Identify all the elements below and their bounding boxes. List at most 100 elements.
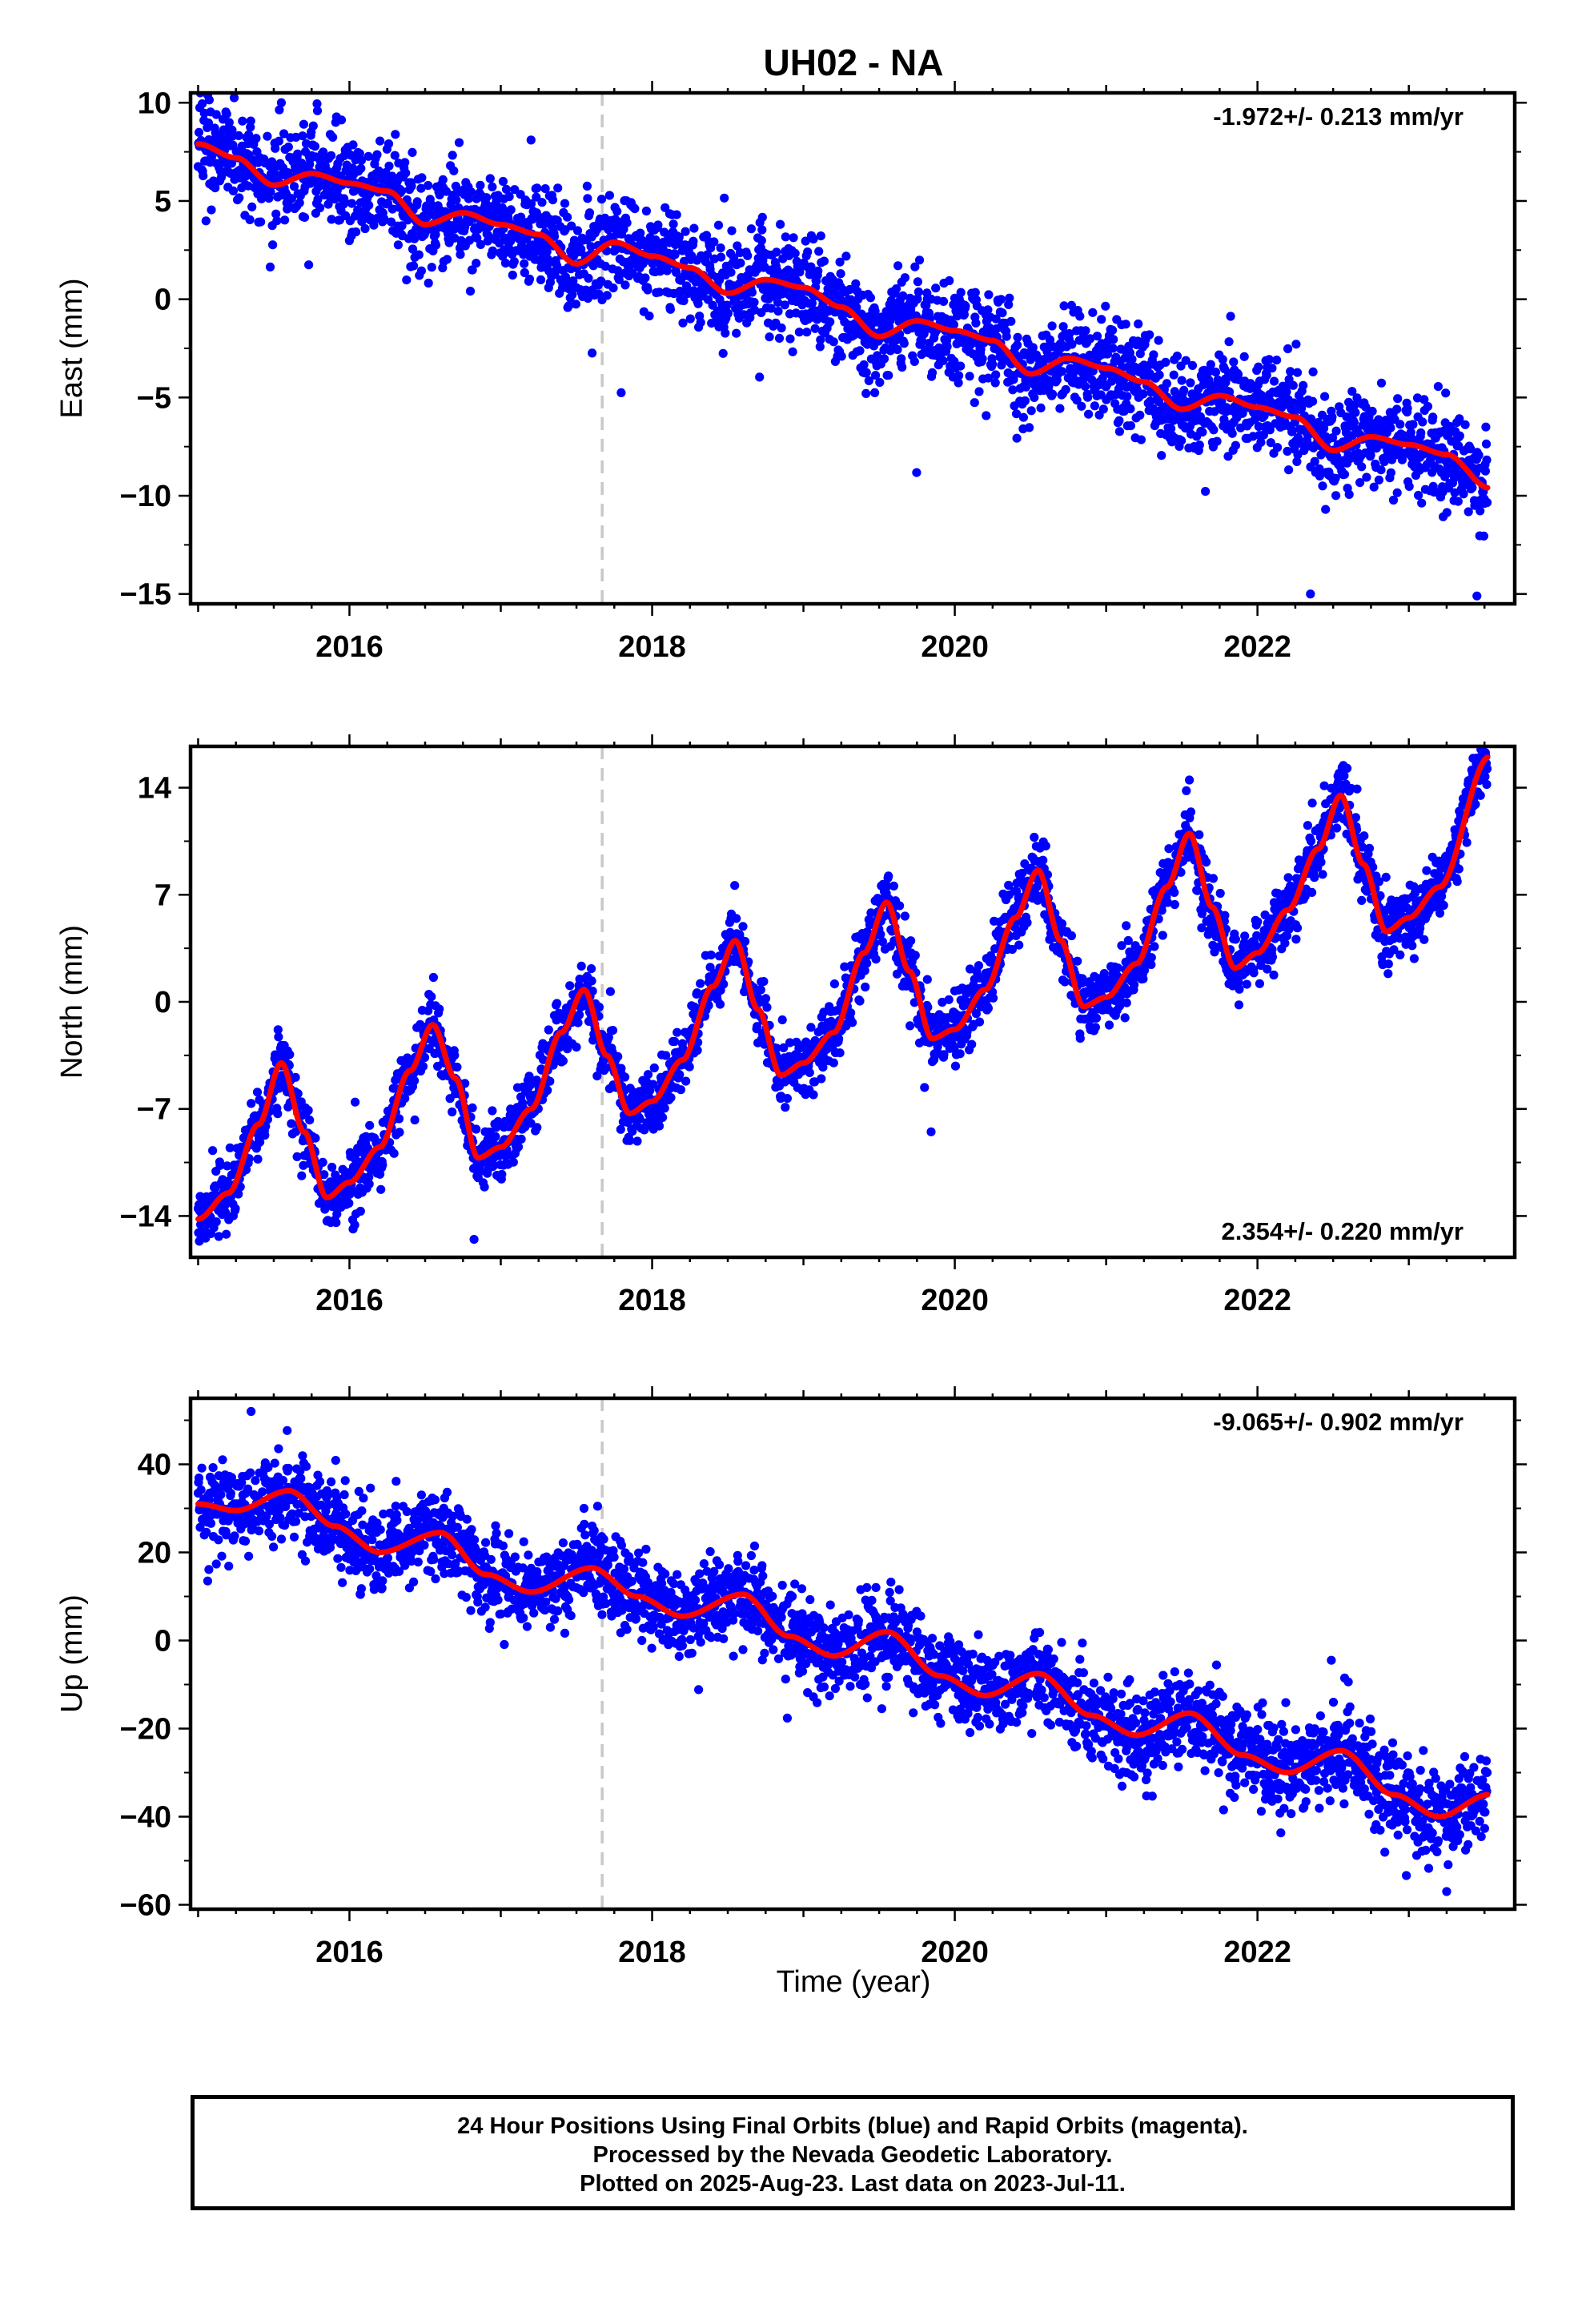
data-point [340, 197, 350, 207]
data-point [351, 1097, 360, 1107]
data-point [685, 314, 695, 324]
data-point [942, 342, 952, 352]
data-point [235, 1182, 245, 1192]
data-point [1030, 392, 1039, 402]
data-point [526, 199, 536, 209]
y-tick-label: 10 [138, 86, 171, 120]
data-point [438, 175, 448, 184]
data-point [375, 136, 385, 146]
data-point [622, 218, 632, 227]
data-point [1073, 956, 1082, 966]
data-point [504, 191, 514, 202]
data-point [427, 992, 436, 1002]
data-point [256, 217, 266, 227]
data-point [222, 1229, 231, 1239]
data-point [223, 1161, 232, 1171]
data-point [636, 228, 645, 238]
data-point [558, 1056, 568, 1066]
data-point [285, 1050, 295, 1059]
data-point [576, 244, 586, 254]
data-point [1472, 591, 1482, 601]
data-point [1441, 388, 1451, 398]
data-point [596, 195, 607, 204]
data-point [696, 979, 705, 988]
data-point [275, 105, 284, 115]
data-point [532, 183, 542, 193]
data-point [1266, 438, 1275, 448]
data-point [1352, 393, 1362, 403]
data-point [1355, 478, 1365, 488]
data-point [950, 356, 959, 366]
data-point [1482, 497, 1492, 508]
data-point [727, 226, 737, 235]
data-point [1481, 439, 1492, 449]
data-point [747, 287, 757, 297]
data-point [1392, 404, 1402, 414]
data-point [231, 1204, 240, 1213]
data-point [819, 256, 829, 266]
data-point [211, 183, 220, 193]
east-plot-area [193, 57, 1492, 604]
data-point [895, 901, 905, 911]
data-point [1036, 403, 1046, 412]
data-point [1075, 312, 1085, 321]
data-point [197, 57, 206, 66]
data-point [431, 230, 440, 239]
data-point [685, 1062, 694, 1072]
data-point [582, 181, 592, 191]
data-point [287, 194, 296, 203]
data-point [417, 173, 427, 183]
data-point [911, 311, 921, 320]
data-point [612, 207, 622, 216]
data-point [670, 1036, 680, 1047]
data-point [560, 272, 571, 282]
data-point [211, 1217, 221, 1227]
data-point [532, 1123, 542, 1132]
data-point [1210, 407, 1219, 416]
data-point [1126, 421, 1135, 431]
data-point [1169, 370, 1178, 380]
data-point [1229, 357, 1239, 367]
data-point [773, 307, 783, 316]
data-point [661, 1051, 671, 1060]
data-point [1122, 392, 1132, 401]
data-point [299, 119, 308, 129]
data-point [360, 223, 370, 234]
data-point [665, 304, 676, 314]
data-point [991, 370, 1001, 380]
data-point [809, 1090, 818, 1100]
data-point [809, 234, 818, 244]
data-point [620, 1072, 630, 1082]
data-point [715, 999, 725, 1009]
data-point [274, 136, 283, 146]
data-point [1067, 340, 1077, 349]
data-point [208, 1146, 218, 1156]
data-point [424, 278, 433, 288]
north-data-points [193, 746, 1492, 1246]
data-point [738, 922, 748, 931]
data-point [851, 279, 861, 288]
y-tick-label: −10 [120, 480, 171, 513]
data-point [293, 149, 303, 159]
data-point [1455, 414, 1464, 424]
data-point [441, 187, 452, 196]
data-point [757, 212, 767, 222]
data-point [905, 1021, 915, 1031]
data-point [251, 134, 261, 143]
data-point [1217, 396, 1227, 406]
data-point [364, 200, 374, 210]
data-point [1455, 431, 1464, 440]
data-point [632, 1136, 642, 1146]
data-point [1059, 301, 1069, 311]
data-point [513, 1142, 524, 1152]
data-point [730, 881, 740, 891]
data-point [397, 186, 407, 195]
data-point [1393, 394, 1403, 404]
data-point [926, 1127, 936, 1136]
data-point [733, 241, 742, 251]
data-point [660, 1104, 669, 1113]
data-point [806, 262, 816, 271]
data-point [1450, 488, 1460, 497]
data-point [305, 1116, 315, 1125]
y-tick-label: 5 [155, 185, 171, 219]
